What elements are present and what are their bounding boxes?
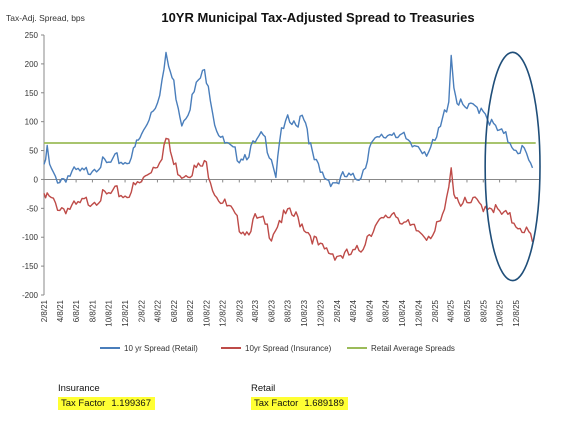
series-line-0 — [43, 51, 534, 188]
y-axis-label: Tax-Adj. Spread, bps — [6, 13, 85, 23]
x-tick-label: 10/8/21 — [105, 299, 114, 326]
insurance-tax-factor-box: Tax Factor 1.199367 — [58, 397, 155, 410]
x-tick-label: 6/8/23 — [267, 299, 276, 322]
y-tick-label: -200 — [22, 291, 39, 300]
highlight-ellipse — [484, 51, 541, 282]
x-tick-label: 2/8/22 — [138, 299, 147, 322]
x-tick-label: 4/8/24 — [349, 299, 358, 322]
x-tick-label: 4/8/23 — [251, 299, 260, 322]
y-tick-label: -150 — [22, 262, 39, 271]
retail-heading: Retail — [251, 383, 276, 394]
series-line-1 — [43, 137, 534, 261]
y-tick-label: 250 — [25, 31, 39, 40]
x-tick-label: 8/8/22 — [186, 299, 195, 322]
x-tick-label: 2/8/21 — [40, 299, 49, 322]
x-tick-label: 12/8/24 — [414, 299, 423, 326]
x-tick-label: 8/8/23 — [284, 299, 293, 322]
x-tick-label: 10/8/22 — [202, 299, 211, 326]
x-tick-label: 10/8/25 — [496, 299, 505, 326]
retail-tax-factor-box: Tax Factor 1.689189 — [251, 397, 348, 410]
x-tick-label: 10/8/23 — [300, 299, 309, 326]
legend-label-2: Retail Average Spreads — [371, 344, 455, 353]
x-tick-label: 12/8/25 — [512, 299, 521, 326]
annotation-group — [484, 51, 541, 282]
x-tick-label: 8/8/21 — [88, 299, 97, 322]
x-tick-label: 8/8/25 — [479, 299, 488, 322]
x-tick-label: 6/8/21 — [72, 299, 81, 322]
x-tick-label: 12/8/22 — [219, 299, 228, 326]
insurance-tax-factor-value: 1.199367 — [111, 398, 151, 409]
x-tick-label: 12/8/23 — [316, 299, 325, 326]
x-tick-label: 8/8/24 — [382, 299, 391, 322]
x-tick-label: 2/8/25 — [431, 299, 440, 322]
x-tick-label: 6/8/25 — [463, 299, 472, 322]
retail-tax-factor-label: Tax Factor — [254, 398, 299, 409]
insurance-tax-factor-label: Tax Factor — [61, 398, 106, 409]
x-tick-label: 12/8/21 — [121, 299, 130, 326]
x-tick-label: 4/8/22 — [153, 299, 162, 322]
retail-tax-factor-value: 1.689189 — [304, 398, 344, 409]
x-tick-label: 10/8/24 — [398, 299, 407, 326]
x-tick-label: 6/8/24 — [365, 299, 374, 322]
y-tick-label: -100 — [22, 233, 39, 242]
y-tick-label: 0 — [34, 175, 39, 184]
y-tick-label: -50 — [26, 204, 38, 213]
chart-title: 10YR Municipal Tax-Adjusted Spread to Tr… — [161, 10, 474, 25]
x-tick-label: 2/8/23 — [235, 299, 244, 322]
x-tick-label: 4/8/25 — [447, 299, 456, 322]
insurance-heading: Insurance — [58, 383, 100, 394]
y-tick-label: 50 — [29, 147, 38, 156]
x-tick-label: 2/8/24 — [333, 299, 342, 322]
x-tick-label: 4/8/21 — [56, 299, 65, 322]
y-tick-label: 100 — [25, 118, 39, 127]
series-group — [43, 51, 536, 261]
x-tick-label: 6/8/22 — [170, 299, 179, 322]
legend: 10 yr Spread (Retail) 10yr Spread (Insura… — [100, 344, 455, 353]
y-tick-label: 150 — [25, 89, 39, 98]
legend-label-1: 10yr Spread (Insurance) — [245, 344, 332, 353]
y-tick-label: 200 — [25, 60, 39, 69]
legend-label-0: 10 yr Spread (Retail) — [124, 344, 198, 353]
